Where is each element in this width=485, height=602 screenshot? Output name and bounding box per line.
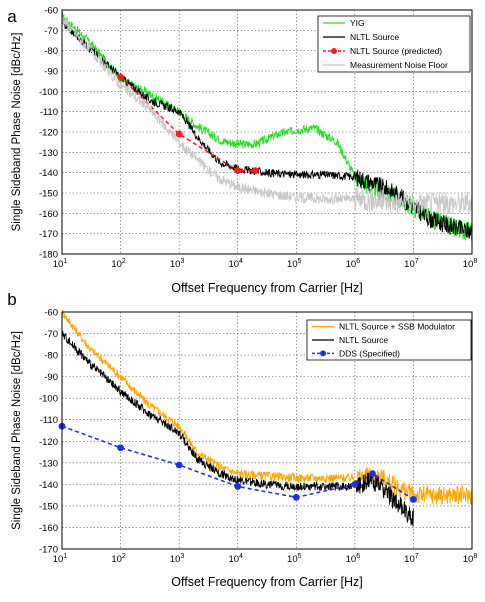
- y-tick-label: -160: [39, 209, 58, 220]
- legend-label: NLTL Source: [339, 335, 388, 345]
- legend-box: [306, 319, 472, 361]
- x-tick-label: 107: [404, 553, 419, 565]
- x-tick-label: 105: [287, 258, 302, 270]
- x-tick-exponent: 5: [298, 553, 302, 560]
- x-tick-label: 107: [404, 258, 419, 270]
- y-tick-label: -170: [39, 545, 58, 556]
- series-dds-specified-: [58, 422, 417, 503]
- panel-a-chart: 101 102 103 104 105 106 107 108-60-70-80-90-100…: [7, 6, 477, 296]
- series-nltl-source-ssb-modulator: [61, 309, 473, 506]
- x-tick-exponent: 7: [415, 553, 419, 560]
- x-tick-label: 103: [170, 258, 185, 270]
- y-tick-label: -110: [40, 415, 58, 426]
- x-tick-exponent: 6: [356, 258, 360, 265]
- series-line: [61, 18, 473, 239]
- y-tick-label: -60: [44, 308, 58, 319]
- data-point: [117, 444, 124, 452]
- y-axis-label: Single Sideband Phase Noise [dBc/Hz]: [11, 331, 23, 530]
- y-tick-label: -160: [39, 523, 58, 534]
- x-tick-exponent: 4: [239, 258, 243, 265]
- y-tick-label: -70: [44, 26, 58, 37]
- data-point: [410, 496, 417, 503]
- x-tick-label: 105: [287, 553, 302, 565]
- x-tick-label: 106: [346, 258, 361, 270]
- series-line: [61, 309, 473, 506]
- x-tick-label: 104: [228, 258, 243, 270]
- legend: NLTL Source + SSB Modulator NLTL Source DD…: [306, 319, 472, 361]
- data-point: [175, 130, 183, 138]
- x-tick-exponent: 1: [63, 553, 67, 560]
- y-tick-label: -130: [39, 148, 58, 159]
- panel-letter: b: [7, 290, 16, 309]
- series-measurement-noise-floor: [61, 17, 473, 215]
- panel-letter: a: [7, 7, 17, 26]
- x-tick-label: 106: [346, 553, 361, 565]
- plot-frame: [61, 311, 473, 550]
- data-point: [369, 470, 376, 477]
- x-tick-exponent: 3: [180, 258, 184, 265]
- y-tick-label: -80: [44, 46, 58, 57]
- x-tick-label: 102: [111, 553, 126, 565]
- legend: YIG NLTL Source NLTL Source (predicted) Mea…: [317, 15, 471, 73]
- data-point: [292, 493, 300, 501]
- y-tick-label: -170: [39, 229, 58, 240]
- y-tick-label: -90: [44, 67, 58, 78]
- x-tick-exponent: 3: [180, 553, 184, 560]
- legend-label: NLTL Source (predicted): [350, 46, 442, 56]
- y-tick-label: -130: [39, 458, 58, 469]
- x-tick-label: 108: [463, 553, 478, 565]
- y-tick-label: -120: [39, 437, 58, 448]
- x-tick-exponent: 2: [122, 258, 126, 265]
- y-tick-label: -90: [44, 372, 58, 383]
- y-tick-label: -100: [39, 394, 58, 405]
- y-tick-label: -80: [44, 351, 58, 362]
- y-tick-label: -120: [39, 128, 58, 139]
- x-tick-label: 108: [463, 258, 478, 270]
- legend-label: NLTL Source: [350, 32, 399, 42]
- x-tick-label: 102: [111, 258, 126, 270]
- y-tick-label: -140: [39, 480, 58, 491]
- legend-label: NLTL Source + SSB Modulator: [339, 322, 455, 332]
- y-tick-label: -110: [40, 107, 58, 118]
- data-point: [117, 73, 124, 81]
- x-tick-exponent: 4: [239, 553, 243, 560]
- data-point: [351, 480, 359, 488]
- x-tick-exponent: 1: [63, 258, 67, 265]
- y-axis-label: Single Sideband Phase Noise [dBc/Hz]: [11, 33, 23, 232]
- legend-box: [317, 15, 471, 73]
- series-nltl-source-predicted-: [117, 73, 259, 175]
- series-line: [61, 425, 414, 501]
- series-line: [61, 17, 473, 215]
- x-tick-exponent: 6: [356, 553, 360, 560]
- plot-frame: [61, 9, 473, 255]
- x-axis-label: Offset Frequency from Carrier [Hz]: [171, 281, 363, 295]
- data-point: [175, 461, 183, 469]
- legend-label: DDS (Specified): [339, 348, 400, 358]
- y-tick-label: -100: [39, 87, 58, 98]
- y-tick-label: -180: [39, 250, 58, 261]
- data-point: [234, 167, 242, 175]
- y-tick-label: -60: [44, 6, 58, 17]
- x-tick-exponent: 8: [473, 553, 477, 560]
- panel-b-chart: 101 102 103 104 105 106 107 108-60-70-80-90-100…: [7, 290, 477, 589]
- x-tick-label: 104: [228, 553, 243, 565]
- data-point: [251, 167, 259, 175]
- y-tick-label: -70: [44, 329, 58, 340]
- y-tick-label: -150: [39, 501, 58, 512]
- series-nltl-source: [61, 18, 473, 239]
- y-tick-label: -140: [39, 168, 58, 179]
- legend-marker: [320, 350, 326, 357]
- x-tick-exponent: 5: [298, 258, 302, 265]
- x-axis-label: Offset Frequency from Carrier [Hz]: [171, 575, 363, 589]
- x-tick-label: 103: [170, 553, 185, 565]
- legend-label: Measurement Noise Floor: [350, 60, 448, 70]
- data-point: [234, 483, 242, 490]
- x-tick-exponent: 2: [122, 553, 126, 560]
- x-tick-exponent: 7: [415, 258, 419, 265]
- y-tick-label: -150: [39, 189, 58, 200]
- legend-marker: [331, 48, 337, 54]
- legend-label: YIG: [350, 18, 365, 28]
- x-tick-exponent: 8: [473, 258, 477, 265]
